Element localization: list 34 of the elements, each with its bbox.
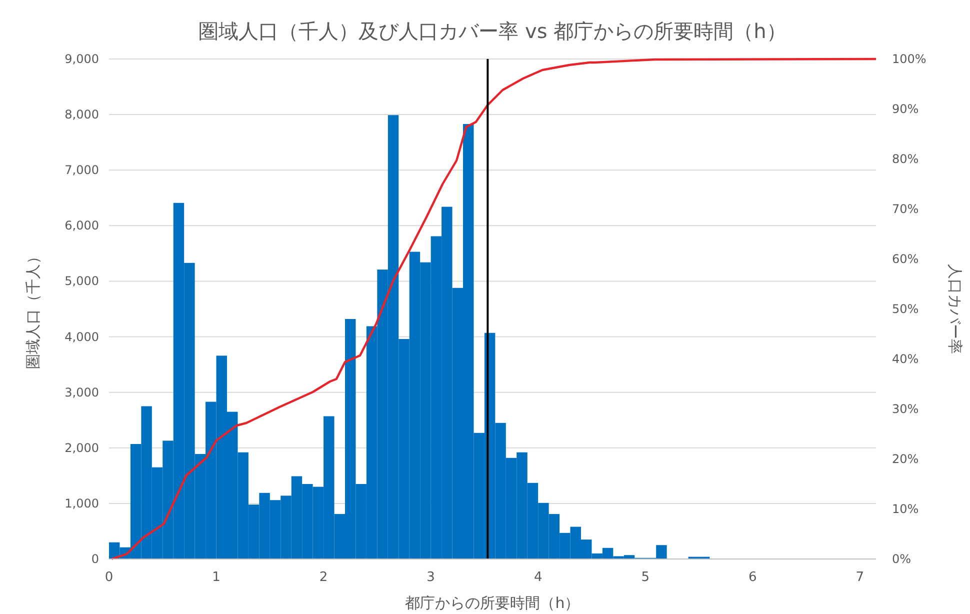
x-tick-label: 5 — [641, 570, 650, 585]
line-series — [110, 58, 878, 560]
y2-tick-label: 60% — [892, 252, 919, 266]
y2-axis-title: 人口カバー率 — [946, 264, 964, 354]
y2-tick-label: 40% — [892, 352, 919, 366]
x-tick-label: 1 — [212, 570, 220, 585]
y2-tick-label: 50% — [892, 302, 919, 316]
y-tick-label: 8,000 — [64, 108, 99, 122]
x-tick-label: 0 — [104, 570, 114, 585]
x-tick-label: 3 — [426, 570, 435, 585]
y2-tick-label: 30% — [892, 402, 919, 416]
y2-tick-label: 0% — [892, 552, 912, 566]
y2-tick-label: 100% — [892, 52, 926, 66]
x-tick-label: 2 — [319, 570, 328, 585]
y-tick-label: 3,000 — [64, 385, 99, 400]
chart-title: 圏域人口（千人）及び人口カバー率 vs 都庁からの所要時間（h） — [198, 19, 786, 43]
y-tick-label: 1,000 — [64, 496, 99, 510]
y-tick-label: 5,000 — [64, 274, 99, 288]
y-tick-label: 7,000 — [64, 163, 99, 178]
y-axis-title: 圏域人口（千人） — [24, 249, 42, 369]
y-tick-label: 0 — [91, 552, 99, 566]
x-axis-title: 都庁からの所要時間（h） — [405, 594, 580, 612]
y-tick-label: 2,000 — [64, 440, 99, 455]
y-tick-label: 9,000 — [64, 52, 99, 66]
y2-tick-label: 20% — [892, 452, 919, 466]
x-tick-label: 7 — [856, 570, 864, 585]
y2-tick-label: 10% — [892, 502, 919, 516]
y2-tick-label: 80% — [892, 152, 919, 166]
y-tick-label: 6,000 — [64, 218, 99, 233]
y2-tick-label: 70% — [892, 202, 919, 216]
y2-tick-label: 90% — [892, 102, 919, 116]
x-tick-label: 6 — [748, 570, 757, 585]
y-tick-label: 4,000 — [64, 330, 99, 344]
x-tick-label: 4 — [534, 570, 542, 585]
